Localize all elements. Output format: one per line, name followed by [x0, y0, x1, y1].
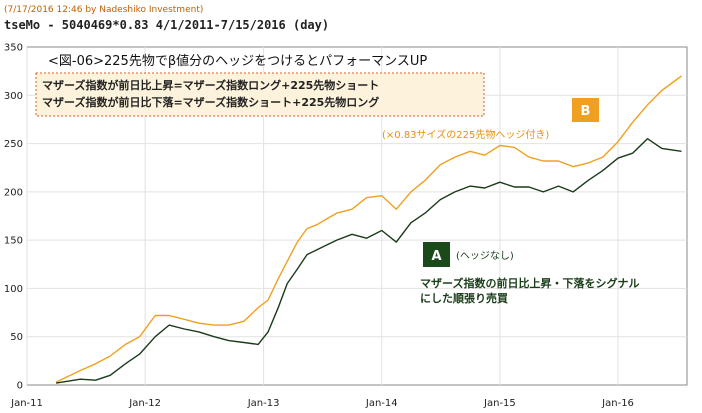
- x-tick-label: Jan-12: [128, 398, 161, 409]
- chart-main-title: <図-06>225先物でβ値分のヘッジをつけるとパフォーマンスUP: [48, 53, 427, 69]
- y-tick-label: 250: [4, 139, 23, 150]
- series-line-b: [55, 75, 682, 383]
- badge-b-letter: B: [581, 104, 591, 119]
- chart-id-title: tseMo - 5040469*0.83 4/1/2011-7/15/2016 …: [4, 18, 329, 32]
- y-tick-label: 350: [4, 43, 23, 54]
- y-axis: 0 50 100 150 200 250 300 350: [4, 43, 23, 392]
- y-tick-label: 0: [17, 381, 23, 392]
- x-tick-label: Jan-15: [483, 398, 516, 409]
- description-line-2: にした順張り売買: [420, 291, 508, 305]
- rule-box-line-2: マザーズ指数が前日比下落=マザーズ指数ショート+225先物ロング: [42, 95, 379, 109]
- x-tick-label: Jan-14: [365, 398, 398, 409]
- y-tick-label: 100: [4, 284, 23, 295]
- y-tick-label: 200: [4, 187, 23, 198]
- rule-box-line-1: マザーズ指数が前日比上昇=マザーズ指数ロング+225先物ショート: [42, 78, 379, 92]
- y-tick-label: 50: [10, 332, 23, 343]
- y-tick-label: 150: [4, 236, 23, 247]
- series-lines: [55, 75, 682, 384]
- x-axis: Jan-11 Jan-12 Jan-13 Jan-14 Jan-15 Jan-16: [10, 398, 634, 409]
- y-tick-label: 300: [4, 91, 23, 102]
- label-b: (×0.83サイズの225先物ヘッジ付き): [382, 128, 549, 141]
- label-a: (ヘッジなし): [456, 250, 514, 262]
- badge-b: [572, 98, 599, 122]
- badge-a: [423, 242, 450, 267]
- badge-a-letter: A: [431, 249, 441, 264]
- timestamp-note: (7/17/2016 12:46 by Nadeshiko Investment…: [4, 5, 203, 15]
- series-line-a: [55, 137, 682, 384]
- description-line-1: マザーズ指数の前日比上昇・下落をシグナル: [420, 276, 639, 290]
- x-tick-label: Jan-11: [10, 398, 43, 409]
- x-tick-label: Jan-13: [247, 398, 280, 409]
- x-tick-label: Jan-16: [601, 398, 634, 409]
- rule-box: [35, 72, 485, 117]
